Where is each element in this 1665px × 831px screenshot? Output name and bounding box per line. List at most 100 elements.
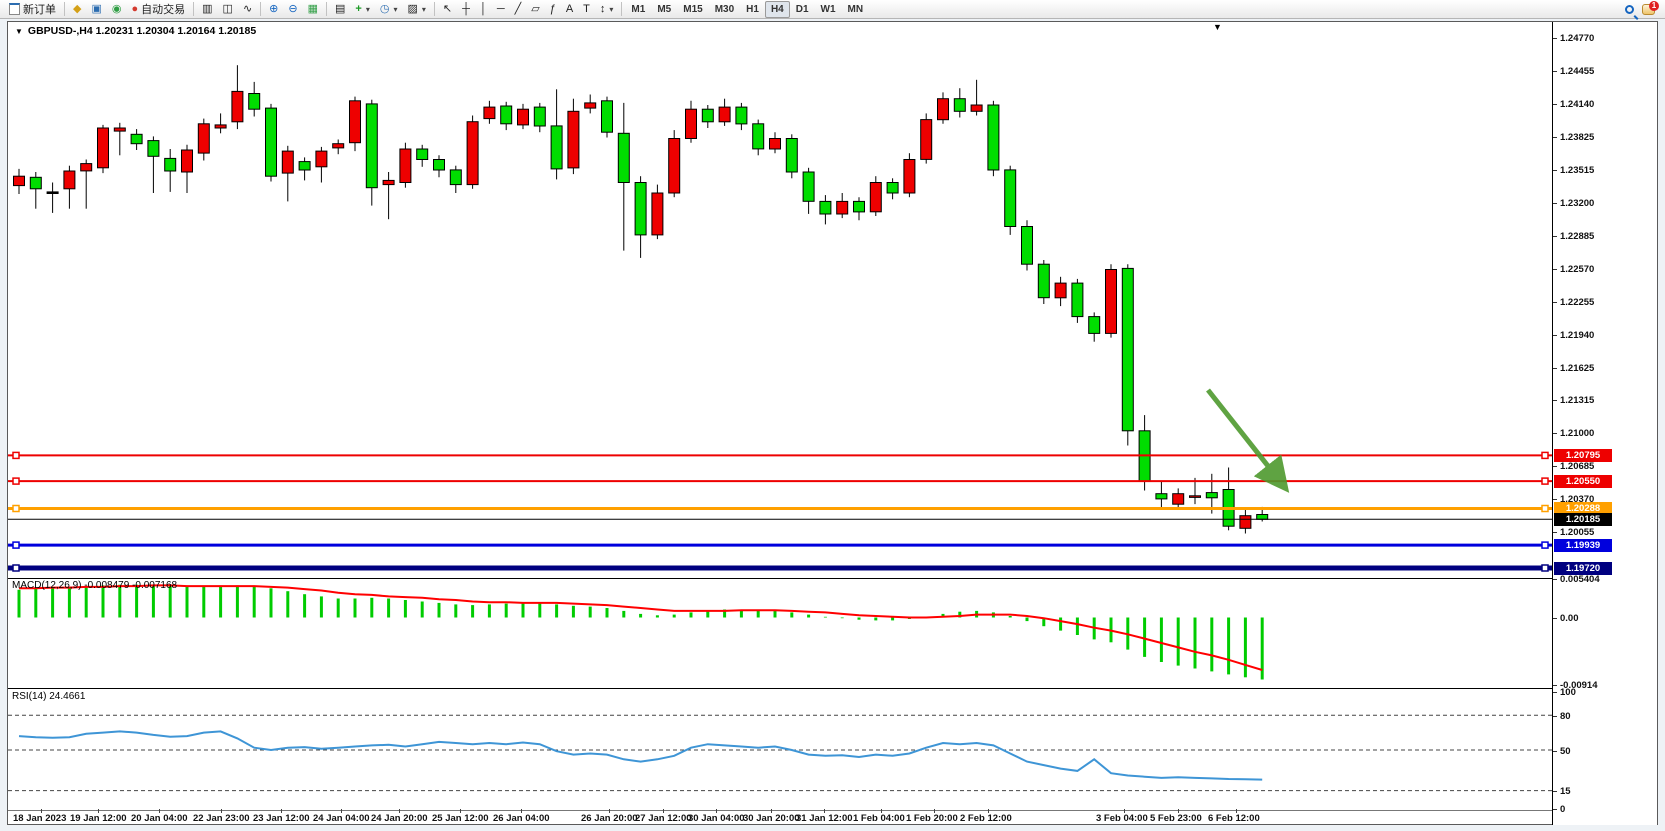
- autotrade-icon: ●: [131, 2, 139, 15]
- toolbar-separator: [193, 2, 195, 16]
- macd-tick: -0.00914: [1553, 680, 1598, 691]
- timeframe-button-mn[interactable]: MN: [847, 3, 864, 15]
- time-label: 2 Feb 12:00: [960, 813, 1012, 824]
- data-window-icon: ▣: [91, 2, 102, 15]
- timeframe-button-m30[interactable]: M30: [714, 3, 735, 15]
- zoom-out-icon: ⊖: [288, 2, 298, 15]
- tile-windows-icon: ▦: [307, 2, 319, 15]
- main-chart-pane[interactable]: ▼ GBPUSD-,H4 1.20231 1.20304 1.20164 1.2…: [8, 22, 1552, 579]
- macd-tick: 0.005404: [1553, 574, 1600, 585]
- arrows-icon: ↕: [599, 2, 606, 15]
- timeframe-button-d1[interactable]: D1: [795, 3, 809, 15]
- arrange-button[interactable]: ▤: [330, 1, 350, 18]
- timeframe-button-h4[interactable]: H4: [764, 0, 790, 18]
- timeframe-button-m1[interactable]: M1: [631, 3, 646, 15]
- signals-button[interactable]: ◉: [107, 1, 127, 18]
- macd-pane[interactable]: MACD(12,26,9) -0.008479 -0.007168: [8, 579, 1552, 689]
- time-tick: [609, 809, 610, 813]
- arrows-tool-button[interactable]: ↕ ▾: [595, 1, 619, 18]
- bar-chart-button[interactable]: ▥: [197, 1, 217, 18]
- timeframe-group: M1 M5 M15 M30 H1 H4 D1 W1 MN: [625, 0, 869, 18]
- macd-tick: 0.00: [1553, 613, 1579, 624]
- rsi-tick: 100: [1553, 687, 1576, 698]
- time-tick: [41, 809, 42, 813]
- time-tick: [1236, 809, 1237, 813]
- time-label: 24 Jan 20:00: [371, 813, 428, 824]
- notification-icon[interactable]: 1: [1642, 0, 1659, 15]
- rsi-line: [18, 730, 1263, 781]
- crosshair-icon: ┼: [462, 2, 470, 15]
- chevron-down-icon: ▾: [609, 4, 614, 14]
- tile-windows-button[interactable]: ▦: [303, 1, 323, 18]
- zoom-in-button[interactable]: ⊕: [264, 1, 283, 18]
- rsi-pane[interactable]: RSI(14) 24.4661: [8, 690, 1552, 811]
- line-chart-button[interactable]: ∿: [238, 1, 257, 18]
- rsi-chart: [8, 714, 1552, 792]
- candlestick-chart-icon: ◫: [222, 2, 233, 15]
- time-tick: [521, 809, 522, 813]
- price-tick: 1.20370: [1553, 494, 1594, 505]
- candlestick-chart-button[interactable]: ◫: [218, 1, 238, 18]
- label-tool-button[interactable]: T: [578, 1, 595, 18]
- price-tick: 1.22885: [1553, 231, 1594, 242]
- time-label: 26 Jan 20:00: [581, 813, 638, 824]
- chart-window: ▼ GBPUSD-,H4 1.20231 1.20304 1.20164 1.2…: [7, 21, 1658, 825]
- time-tick: [663, 809, 664, 813]
- toolbar-separator: [433, 2, 435, 16]
- time-tick: [159, 809, 160, 813]
- search-icon[interactable]: [1625, 4, 1634, 14]
- price-tag-1.19720: 1.19720: [1554, 562, 1612, 575]
- add-indicator-icon: +: [355, 2, 362, 15]
- time-tick: [716, 809, 717, 813]
- time-label: 6 Feb 12:00: [1208, 813, 1260, 824]
- time-axis[interactable]: 18 Jan 2023 19 Jan 12:00 20 Jan 04:00 22 Ja…: [8, 809, 1552, 825]
- shift-marker-icon[interactable]: ▼: [1213, 22, 1222, 32]
- autotrade-label: 自动交易: [141, 4, 186, 16]
- chart-title-text: GBPUSD-,H4 1.20231 1.20304 1.20164 1.201…: [27, 25, 257, 37]
- trendline-tool-button[interactable]: ╱: [510, 1, 527, 18]
- price-axis[interactable]: 1.24770 1.24455 1.24140 1.23825 1.23515 1.232…: [1552, 22, 1657, 825]
- annotation-arrow: [1206, 388, 1290, 493]
- cursor-tool-button[interactable]: ↖: [438, 1, 457, 18]
- template-icon: ▨: [407, 2, 418, 15]
- time-tick: [1178, 809, 1179, 813]
- time-tick: [881, 809, 882, 813]
- toolbar-separator: [621, 2, 623, 16]
- crosshair-tool-button[interactable]: ┼: [457, 1, 475, 18]
- time-label: 24 Jan 04:00: [313, 813, 370, 824]
- time-label: 3 Feb 04:00: [1096, 813, 1148, 824]
- zoom-out-button[interactable]: ⊖: [283, 1, 302, 18]
- data-window-button[interactable]: ▣: [86, 1, 106, 18]
- add-indicator-button[interactable]: + ▾: [350, 1, 374, 18]
- rsi-tick: 15: [1553, 786, 1571, 797]
- timeframe-button-h1[interactable]: H1: [746, 3, 759, 15]
- rsi-tick: 0: [1553, 804, 1565, 815]
- channel-tool-button[interactable]: ▱: [526, 1, 544, 18]
- fibonacci-tool-button[interactable]: ƒ: [545, 1, 561, 18]
- toolbar-right: 1: [1625, 0, 1661, 15]
- time-label: 1 Feb 20:00: [906, 813, 958, 824]
- line-chart-icon: ∿: [242, 2, 253, 15]
- macd-histogram: [17, 584, 1264, 680]
- new-order-icon: [9, 3, 20, 15]
- time-tick: [988, 809, 989, 813]
- period-button[interactable]: ◷ ▾: [375, 1, 403, 18]
- market-watch-button[interactable]: ◆: [68, 1, 86, 18]
- new-order-button[interactable]: 新订单: [4, 1, 61, 18]
- template-button[interactable]: ▨ ▾: [403, 1, 431, 18]
- macd-signal-line: [19, 584, 1263, 671]
- price-tick: 1.20685: [1553, 461, 1594, 472]
- vertical-line-icon: │: [479, 2, 487, 15]
- timeframe-button-w1[interactable]: W1: [820, 3, 836, 15]
- price-tick: 1.24770: [1553, 33, 1594, 44]
- timeframe-button-m5[interactable]: M5: [657, 3, 672, 15]
- text-icon: A: [565, 2, 574, 15]
- autotrade-button[interactable]: ● 自动交易: [126, 1, 190, 18]
- timeframe-button-m15[interactable]: M15: [683, 3, 703, 15]
- text-tool-button[interactable]: A: [561, 1, 578, 18]
- vline-tool-button[interactable]: │: [475, 1, 492, 18]
- price-tick: 1.23825: [1553, 132, 1594, 143]
- time-tick: [221, 809, 222, 813]
- cascade-icon: ▤: [335, 2, 346, 15]
- hline-tool-button[interactable]: ─: [492, 1, 510, 18]
